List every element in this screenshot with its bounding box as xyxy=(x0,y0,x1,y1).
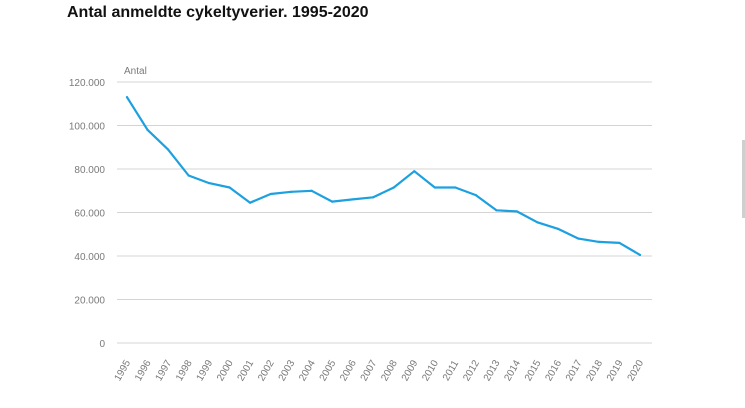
x-tick-label: 2012 xyxy=(461,358,482,383)
data-point xyxy=(351,198,354,201)
x-tick-label: 1997 xyxy=(154,358,175,383)
y-tick-label: 100.000 xyxy=(69,122,106,133)
data-point xyxy=(515,210,518,213)
data-point xyxy=(228,186,231,189)
x-tick-label: 1999 xyxy=(195,358,216,383)
data-point xyxy=(618,241,621,245)
y-tick-label: 60.000 xyxy=(74,209,105,220)
data-point xyxy=(433,186,436,189)
x-tick-label: 2020 xyxy=(626,358,647,383)
data-point xyxy=(187,174,190,177)
data-point xyxy=(125,96,129,99)
data-point xyxy=(454,186,457,189)
data-point xyxy=(556,227,560,230)
data-point xyxy=(536,221,539,224)
data-point xyxy=(207,182,211,185)
x-tick-label: 2002 xyxy=(256,358,277,383)
x-tick-label: 2010 xyxy=(420,358,441,383)
data-point xyxy=(269,192,272,196)
x-tick-label: 2008 xyxy=(379,358,400,383)
x-tick-label: 1995 xyxy=(113,358,134,383)
x-tick-label: 2004 xyxy=(297,358,318,383)
x-tick-label: 2006 xyxy=(338,358,359,383)
y-tick-label: 80.000 xyxy=(74,165,105,176)
x-tick-label: 2017 xyxy=(564,358,585,383)
x-tick-label: 2014 xyxy=(502,358,523,383)
data-point xyxy=(638,253,642,257)
y-tick-label: 0 xyxy=(99,339,105,350)
x-tick-label: 2013 xyxy=(482,358,503,383)
data-point xyxy=(249,201,252,204)
x-tick-label: 2018 xyxy=(584,358,605,383)
x-tick-label: 1996 xyxy=(133,358,154,383)
data-point xyxy=(146,128,149,131)
data-point xyxy=(331,200,334,203)
data-point xyxy=(577,237,580,240)
x-tick-label: 2003 xyxy=(277,358,298,383)
data-point xyxy=(474,194,477,197)
y-tick-label: 40.000 xyxy=(74,252,105,263)
data-point xyxy=(290,190,293,193)
y-axis-label: Antal xyxy=(124,66,147,77)
x-tick-label: 1998 xyxy=(174,358,195,383)
x-tick-label: 2015 xyxy=(523,358,544,383)
data-point xyxy=(392,186,395,189)
x-tick-label: 2005 xyxy=(318,358,339,383)
x-tick-label: 2016 xyxy=(543,358,564,383)
data-point xyxy=(413,170,416,173)
x-tick-label: 2000 xyxy=(215,358,236,383)
data-point xyxy=(166,148,170,151)
scrollbar-edge xyxy=(742,140,745,218)
x-tick-label: 2001 xyxy=(236,358,257,383)
data-point xyxy=(495,209,498,212)
series-line xyxy=(125,96,642,256)
x-tick-label: 2011 xyxy=(441,358,461,383)
x-tick-label: 2007 xyxy=(359,358,380,383)
data-point xyxy=(597,240,601,243)
x-tick-label: 2009 xyxy=(400,358,421,383)
data-point xyxy=(372,196,375,199)
x-tick-label: 2019 xyxy=(605,358,626,383)
chart-title: Antal anmeldte cykeltyverier. 1995-2020 xyxy=(67,4,369,21)
y-tick-label: 20.000 xyxy=(74,296,105,307)
data-point xyxy=(310,189,313,192)
y-tick-label: 120.000 xyxy=(69,78,106,89)
